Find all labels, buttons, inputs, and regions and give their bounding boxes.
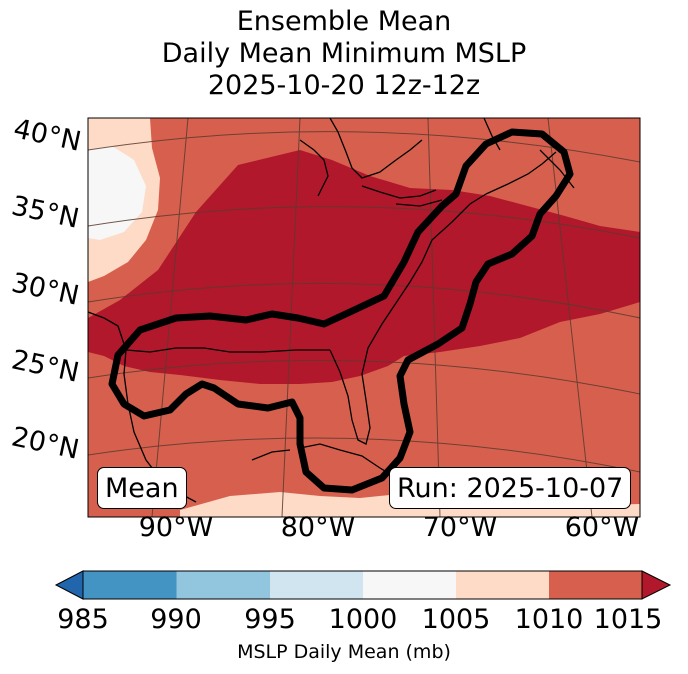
colorbar-tick-995: 995 bbox=[244, 604, 296, 635]
mslp-contour bbox=[108, 128, 574, 494]
colorbar-tick-1005: 1005 bbox=[421, 604, 491, 635]
field-1010-1015 bbox=[88, 150, 640, 384]
field-995-1000-patch bbox=[88, 146, 146, 240]
lon-label-80w: 80°W bbox=[280, 512, 356, 543]
colorbar-extend-low bbox=[54, 570, 84, 600]
colorbar-label: MSLP Daily Mean (mb) bbox=[237, 641, 451, 663]
colorbar-band-1000 bbox=[363, 571, 456, 599]
colorbar-tick-1010: 1010 bbox=[514, 604, 584, 635]
run-date-box: Run: 2025-10-07 bbox=[389, 467, 632, 509]
colorbar-tick-990: 990 bbox=[150, 604, 202, 635]
colorbar-band-985 bbox=[83, 571, 177, 599]
colorbar-band-1005 bbox=[456, 571, 549, 599]
lon-label-90w: 90°W bbox=[138, 512, 214, 543]
lon-label-60w: 60°W bbox=[564, 512, 640, 543]
colorbar-band-1010 bbox=[549, 571, 642, 599]
title-line-1: Ensemble Mean bbox=[236, 6, 452, 37]
colorbar-tick-1015: 1015 bbox=[593, 604, 663, 635]
colorbar-tick-1000: 1000 bbox=[328, 604, 398, 635]
mean-label-box: Mean bbox=[97, 467, 187, 509]
title-line-3: 2025-10-20 12z-12z bbox=[207, 70, 481, 101]
colorbar-extend-high bbox=[641, 570, 672, 600]
colorbar-band-995 bbox=[270, 571, 363, 599]
title-line-2: Daily Mean Minimum MSLP bbox=[161, 38, 527, 69]
colorbar-tick-985: 985 bbox=[57, 604, 109, 635]
lon-label-70w: 70°W bbox=[422, 512, 498, 543]
colorbar-band-990 bbox=[176, 571, 270, 599]
